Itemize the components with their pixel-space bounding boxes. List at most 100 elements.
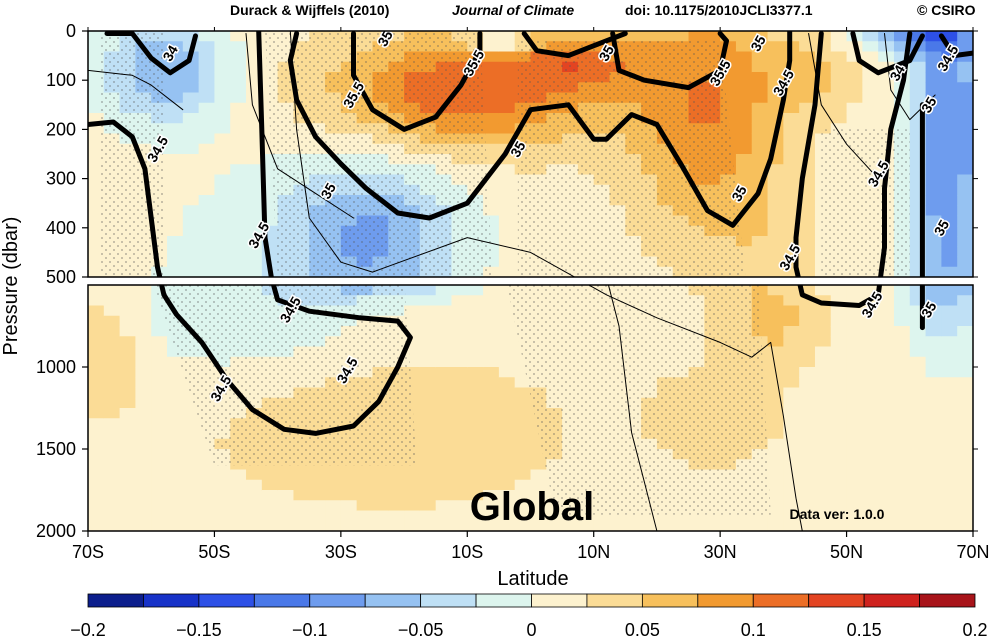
field-cell xyxy=(198,469,216,481)
field-cell xyxy=(862,500,879,512)
field-cell xyxy=(230,215,247,227)
field-cell xyxy=(530,459,547,471)
field-cell xyxy=(656,520,674,531)
field-cell xyxy=(182,408,200,419)
field-cell xyxy=(799,174,816,186)
field-cell xyxy=(167,215,184,227)
field-cell xyxy=(167,418,184,430)
field-cell xyxy=(941,377,958,389)
field-cell xyxy=(514,479,532,491)
field-cell xyxy=(167,51,184,63)
field-cell xyxy=(198,459,216,471)
field-cell xyxy=(735,41,753,53)
field-cell xyxy=(198,123,216,135)
colorbar-swatch xyxy=(752,593,810,608)
field-cell xyxy=(720,92,737,104)
field-cell xyxy=(925,449,942,460)
field-cell xyxy=(88,397,105,409)
field-cell xyxy=(151,305,168,317)
field-cell xyxy=(514,367,532,378)
field-cell xyxy=(909,500,927,512)
field-cell xyxy=(435,356,453,368)
field-cell xyxy=(498,397,516,409)
chart-title: Global xyxy=(470,485,594,529)
field-cell xyxy=(925,113,942,124)
field-cell xyxy=(893,315,911,327)
field-cell xyxy=(957,174,973,186)
field-cell xyxy=(198,215,216,227)
field-cell xyxy=(246,225,263,237)
field-cell xyxy=(372,510,389,522)
field-cell xyxy=(246,82,263,94)
field-cell xyxy=(514,520,532,531)
field-cell xyxy=(167,387,184,399)
field-cell xyxy=(119,356,137,368)
field-cell xyxy=(214,102,231,114)
field-cell xyxy=(151,469,168,481)
field-cell xyxy=(88,205,105,217)
field-cell xyxy=(483,346,500,358)
field-cell xyxy=(182,61,200,73)
field-cell xyxy=(846,418,863,430)
field-cell xyxy=(103,326,121,337)
field-cell xyxy=(103,469,121,481)
field-cell xyxy=(88,31,105,42)
field-cell xyxy=(277,490,295,501)
field-cell xyxy=(246,41,263,53)
field-cell xyxy=(814,377,832,389)
field-cell xyxy=(451,377,468,389)
field-cell xyxy=(751,102,769,114)
stipple-region xyxy=(506,285,771,515)
field-cell xyxy=(799,31,816,42)
field-cell xyxy=(514,428,532,440)
field-cell xyxy=(767,205,784,217)
field-cell xyxy=(214,41,231,53)
field-cell xyxy=(577,31,595,42)
field-cell xyxy=(814,41,832,53)
field-cell xyxy=(783,123,800,135)
field-cell xyxy=(751,510,769,522)
field-cell xyxy=(925,377,942,389)
field-cell xyxy=(467,315,484,327)
field-cell xyxy=(182,133,200,145)
field-cell xyxy=(846,123,863,135)
field-cell xyxy=(182,428,200,440)
field-cell xyxy=(783,92,800,104)
field-cell xyxy=(167,72,184,83)
field-cell xyxy=(893,449,911,460)
field-cell xyxy=(135,428,152,440)
field-cell xyxy=(88,82,105,94)
salinity-contour-thick xyxy=(287,31,793,228)
field-cell xyxy=(372,469,389,481)
field-cell xyxy=(767,184,784,196)
field-cell xyxy=(925,469,942,481)
field-cell xyxy=(957,195,973,206)
field-cell xyxy=(88,428,105,440)
field-cell xyxy=(799,123,816,135)
field-cell xyxy=(261,195,279,206)
field-cell xyxy=(783,326,800,337)
field-cell xyxy=(941,92,958,104)
field-cell xyxy=(483,143,500,155)
field-cell xyxy=(103,377,121,389)
field-cell xyxy=(814,449,832,460)
field-cell xyxy=(261,164,279,176)
colorbar-swatch xyxy=(531,593,588,608)
field-cell xyxy=(419,285,437,296)
x-tick-label: 50S xyxy=(198,542,230,562)
field-cell xyxy=(498,367,516,378)
field-cell xyxy=(182,92,200,104)
field-cell xyxy=(103,449,121,460)
field-cell xyxy=(799,469,816,481)
field-cell xyxy=(435,428,453,440)
field-cell xyxy=(451,326,468,337)
field-cell xyxy=(435,438,453,450)
field-cell xyxy=(957,113,973,124)
field-cell xyxy=(340,520,358,531)
field-cell xyxy=(941,236,958,247)
field-cell xyxy=(435,326,453,337)
field-cell xyxy=(514,31,532,42)
field-cell xyxy=(498,387,516,399)
field-cell xyxy=(514,469,532,481)
field-cell xyxy=(498,326,516,337)
